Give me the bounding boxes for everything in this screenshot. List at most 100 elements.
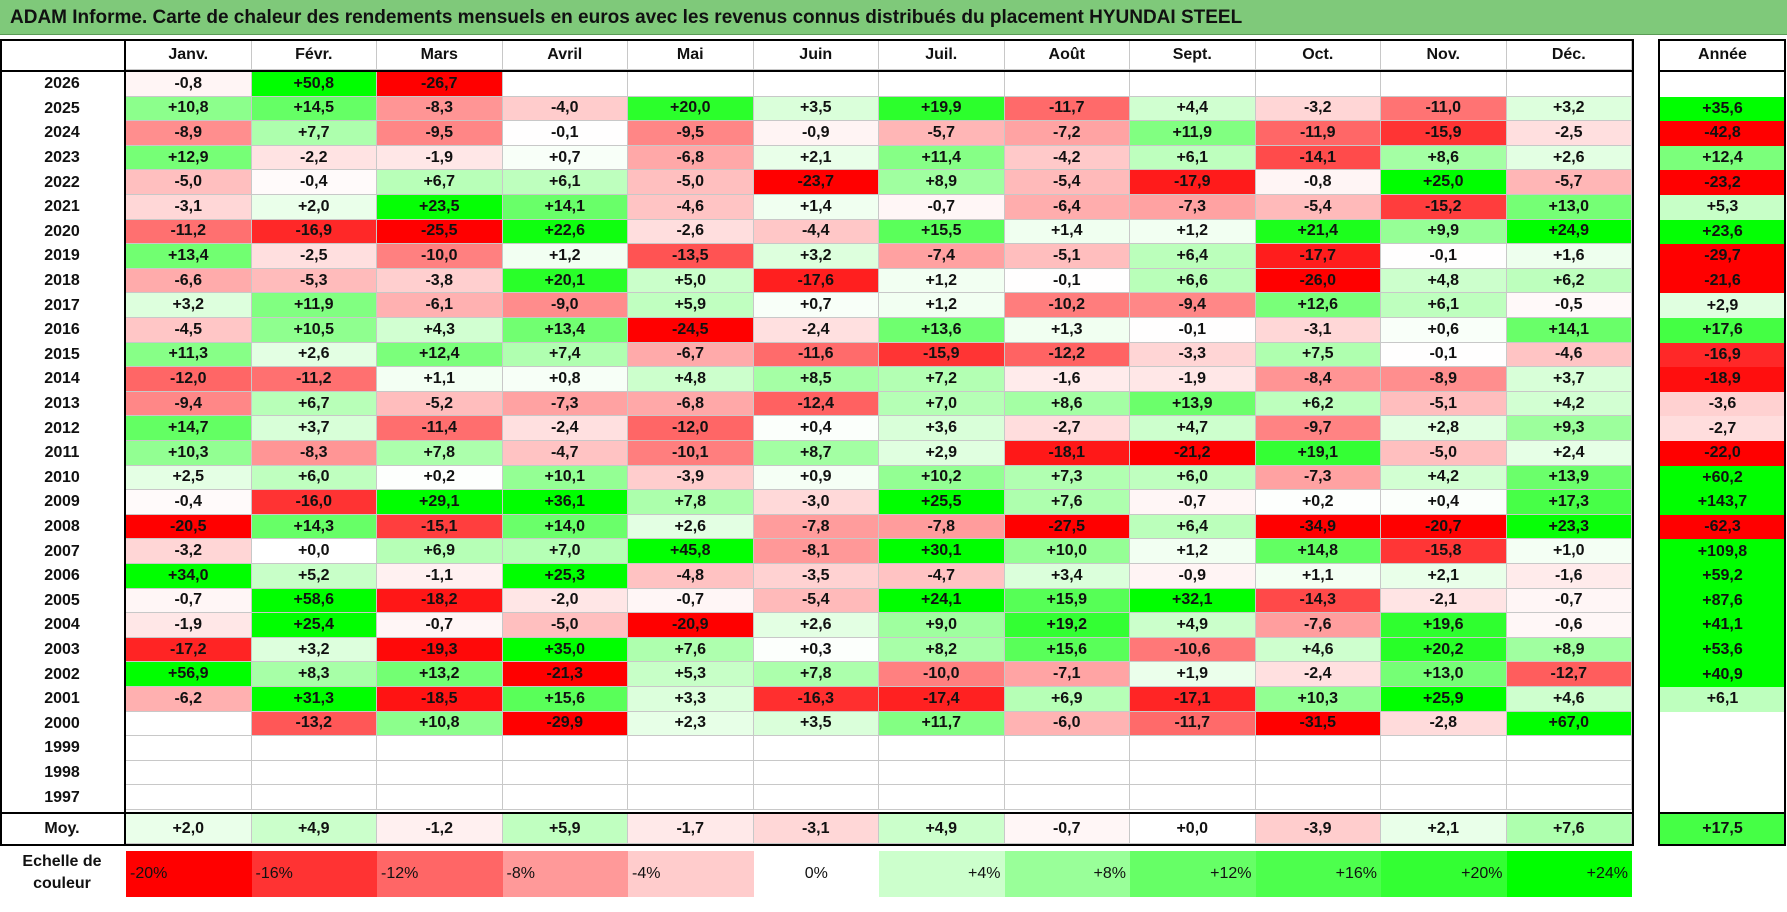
heatmap-cell: +13,9 xyxy=(1506,465,1632,491)
year-column-divider xyxy=(124,39,126,846)
heatmap-cell: -6,0 xyxy=(1004,711,1130,737)
heatmap-cell xyxy=(377,785,503,810)
heatmap-cell: -12,2 xyxy=(1004,342,1130,368)
heatmap-cell: +7,4 xyxy=(502,342,628,368)
heatmap-cell: +7,7 xyxy=(251,121,377,146)
heatmap-cell: -18,2 xyxy=(377,588,503,614)
heatmap-cell xyxy=(628,785,754,810)
heatmap-cell: -17,4 xyxy=(879,687,1005,712)
annual-cell xyxy=(1660,736,1785,761)
heatmap-cell: +25,5 xyxy=(879,490,1005,515)
heatmap-cell: +2,5 xyxy=(126,465,252,491)
heatmap-cell: -26,7 xyxy=(377,72,503,97)
row-year-label: 2023 xyxy=(44,149,80,167)
heatmap-cell: +17,3 xyxy=(1506,490,1632,515)
annual-cell: +40,9 xyxy=(1660,662,1785,687)
heatmap-cell: -17,1 xyxy=(1130,687,1256,712)
heatmap-cell: -0,9 xyxy=(753,121,879,146)
heatmap-cell: -11,7 xyxy=(1130,711,1256,737)
heatmap-cell: +4,4 xyxy=(1130,96,1256,122)
annual-cell: -16,9 xyxy=(1660,342,1785,368)
average-cell: +7,6 xyxy=(1506,814,1632,844)
heatmap-cell: +2,6 xyxy=(251,342,377,368)
heatmap-cell: -9,5 xyxy=(377,121,503,146)
heatmap-cell: +3,7 xyxy=(1506,367,1632,392)
average-cell: -3,9 xyxy=(1255,814,1381,844)
heatmap-cell: -3,1 xyxy=(1255,318,1381,343)
heatmap-cell xyxy=(126,736,252,761)
heatmap-cell: -3,2 xyxy=(126,539,252,564)
heatmap-cell: +8,2 xyxy=(879,637,1005,663)
row-year-label: 2001 xyxy=(44,690,80,708)
heatmap-cell: -18,5 xyxy=(377,687,503,712)
heatmap-cell: -10,0 xyxy=(377,244,503,269)
heatmap-cell: +31,3 xyxy=(251,687,377,712)
annual-cell: +53,6 xyxy=(1660,637,1785,663)
heatmap-cell: +1,2 xyxy=(1130,539,1256,564)
average-divider xyxy=(0,812,1634,814)
heatmap-cell: -0,8 xyxy=(1255,170,1381,195)
heatmap-cell: -0,4 xyxy=(251,170,377,195)
heatmap-cell: +3,2 xyxy=(753,244,879,269)
heatmap-cell: -9,4 xyxy=(126,391,252,417)
heatmap-cell: +10,3 xyxy=(126,441,252,466)
heatmap-cell: +6,1 xyxy=(1130,145,1256,171)
annual-cell: +12,4 xyxy=(1660,145,1785,171)
row-year-label: 2017 xyxy=(44,296,80,314)
heatmap-cell xyxy=(251,785,377,810)
heatmap-cell xyxy=(1381,760,1507,786)
heatmap-cell: +15,6 xyxy=(502,687,628,712)
heatmap-cell: +0,4 xyxy=(1381,490,1507,515)
heatmap-cell: -2,0 xyxy=(502,588,628,614)
heatmap-cell: -7,3 xyxy=(1130,195,1256,220)
heatmap-cell: +2,1 xyxy=(1381,564,1507,589)
heatmap-cell xyxy=(502,72,628,97)
heatmap-cell: +6,4 xyxy=(1130,244,1256,269)
annual-cell: +60,2 xyxy=(1660,465,1785,491)
heatmap-cell: -19,3 xyxy=(377,637,503,663)
heatmap-cell xyxy=(1506,785,1632,810)
heatmap-cell: +6,9 xyxy=(377,539,503,564)
heatmap-cell: +15,9 xyxy=(1004,588,1130,614)
heatmap-cell xyxy=(879,736,1005,761)
heatmap-cell: -3,3 xyxy=(1130,342,1256,368)
heatmap-cell: -6,2 xyxy=(126,687,252,712)
heatmap-cell: +30,1 xyxy=(879,539,1005,564)
heatmap-cell: +6,2 xyxy=(1255,391,1381,417)
average-cell: +4,9 xyxy=(251,814,377,844)
heatmap-cell: -24,5 xyxy=(628,318,754,343)
heatmap-cell: +12,6 xyxy=(1255,293,1381,318)
heatmap-cell: +0,7 xyxy=(502,145,628,171)
row-year-label: 2024 xyxy=(44,124,80,142)
heatmap-cell xyxy=(879,785,1005,810)
heatmap-cell: -9,5 xyxy=(628,121,754,146)
annual-cell: +143,7 xyxy=(1660,490,1785,515)
heatmap-cell xyxy=(1004,736,1130,761)
heatmap-cell: -6,7 xyxy=(628,342,754,368)
average-cell: +2,1 xyxy=(1381,814,1507,844)
heatmap-cell: +6,9 xyxy=(1004,687,1130,712)
heatmap-cell: -6,1 xyxy=(377,293,503,318)
heatmap-cell: -8,3 xyxy=(377,96,503,122)
heatmap-cell: +11,3 xyxy=(126,342,252,368)
average-cell: -1,7 xyxy=(628,814,754,844)
heatmap-cell: -2,5 xyxy=(1506,121,1632,146)
heatmap-cell: +32,1 xyxy=(1130,588,1256,614)
heatmap-cell: +1,4 xyxy=(1004,219,1130,245)
annual-cell: -29,7 xyxy=(1660,244,1785,269)
heatmap-cell: +10,0 xyxy=(1004,539,1130,564)
row-year-label: 2003 xyxy=(44,641,80,659)
heatmap-cell: +3,2 xyxy=(126,293,252,318)
color-scale-stop: +4% xyxy=(879,851,1005,897)
row-year-label: 2006 xyxy=(44,567,80,585)
heatmap-cell: -11,7 xyxy=(1004,96,1130,122)
heatmap-cell: +14,0 xyxy=(502,514,628,540)
year-header: Année xyxy=(1698,46,1747,63)
annual-cell xyxy=(1660,785,1785,810)
heatmap-cell: -2,1 xyxy=(1381,588,1507,614)
heatmap-cell: +6,7 xyxy=(377,170,503,195)
heatmap-cell: -8,9 xyxy=(1381,367,1507,392)
heatmap-cell: -8,9 xyxy=(126,121,252,146)
average-cell: -3,1 xyxy=(753,814,879,844)
heatmap-cell: -3,5 xyxy=(753,564,879,589)
